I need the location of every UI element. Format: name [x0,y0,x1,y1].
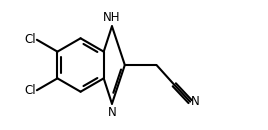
Text: N: N [107,106,116,119]
Text: NH: NH [103,11,121,24]
Text: Cl: Cl [24,33,36,46]
Text: N: N [191,95,200,108]
Text: Cl: Cl [24,84,36,97]
